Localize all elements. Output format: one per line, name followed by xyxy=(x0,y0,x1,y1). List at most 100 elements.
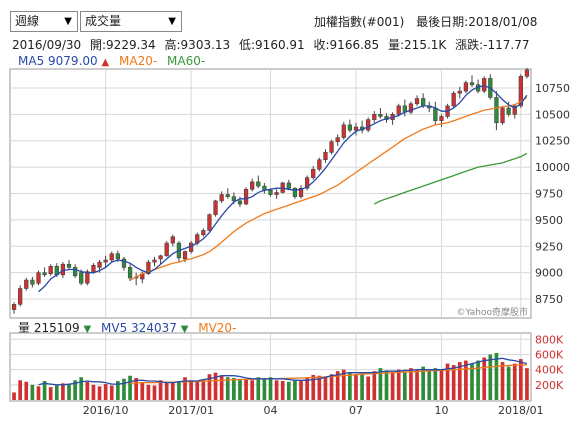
volume-bar[interactable] xyxy=(348,372,352,400)
volume-bar[interactable] xyxy=(140,382,145,400)
volume-bar[interactable] xyxy=(311,374,316,400)
candle-body[interactable] xyxy=(311,168,316,178)
candle-body[interactable] xyxy=(451,92,456,107)
volume-bar[interactable] xyxy=(433,368,438,400)
volume-bar[interactable] xyxy=(427,371,432,400)
volume-bar[interactable] xyxy=(476,360,480,400)
volume-bar[interactable] xyxy=(30,384,35,400)
volume-bar[interactable] xyxy=(103,384,108,400)
volume-bar[interactable] xyxy=(207,374,212,400)
candle-body[interactable] xyxy=(127,267,133,279)
volume-bar[interactable] xyxy=(42,381,47,400)
volume-bar[interactable] xyxy=(201,379,206,400)
volume-bar[interactable] xyxy=(305,377,309,400)
candle-body[interactable] xyxy=(366,119,371,131)
candle-body[interactable] xyxy=(30,279,35,285)
volume-bar[interactable] xyxy=(396,369,401,400)
volume-bar[interactable] xyxy=(48,387,53,400)
volume-bar[interactable] xyxy=(488,354,493,400)
candle-body[interactable] xyxy=(91,264,96,273)
volume-bar[interactable] xyxy=(152,385,157,400)
volume-bar[interactable] xyxy=(244,379,248,400)
indicator-select[interactable]: 成交量 ▼ xyxy=(80,11,182,32)
volume-bar[interactable] xyxy=(91,384,96,400)
volume-bar[interactable] xyxy=(213,372,218,400)
candle-body[interactable] xyxy=(115,253,120,260)
candle-body[interactable] xyxy=(66,263,72,268)
volume-bar[interactable] xyxy=(12,392,16,400)
period-select[interactable]: 週線 ▼ xyxy=(10,11,78,32)
candle-body[interactable] xyxy=(97,261,102,268)
volume-bar[interactable] xyxy=(354,374,358,400)
candle-body[interactable] xyxy=(494,97,499,124)
volume-bar[interactable] xyxy=(360,373,364,400)
volume-bar[interactable] xyxy=(457,362,462,400)
volume-bar[interactable] xyxy=(54,385,59,400)
volume-bar[interactable] xyxy=(500,362,505,400)
volume-bar[interactable] xyxy=(335,371,340,400)
candle-body[interactable] xyxy=(500,107,505,124)
volume-bar[interactable] xyxy=(445,363,450,400)
candle-body[interactable] xyxy=(469,82,475,86)
volume-bar[interactable] xyxy=(122,378,126,400)
candle-body[interactable] xyxy=(11,304,17,310)
volume-bar[interactable] xyxy=(61,383,65,400)
candle-body[interactable] xyxy=(421,98,426,107)
volume-bar[interactable] xyxy=(525,368,529,400)
volume-bar[interactable] xyxy=(506,366,511,400)
candle-body[interactable] xyxy=(317,159,322,170)
candle-body[interactable] xyxy=(152,259,157,263)
volume-bar[interactable] xyxy=(238,378,242,400)
volume-bar[interactable] xyxy=(366,376,371,400)
volume-bar[interactable] xyxy=(128,375,132,400)
volume-bar[interactable] xyxy=(219,375,224,400)
volume-bar[interactable] xyxy=(268,377,273,400)
volume-bar[interactable] xyxy=(464,360,468,400)
candle-body[interactable] xyxy=(243,188,249,205)
volume-bar[interactable] xyxy=(299,381,303,400)
volume-bar[interactable] xyxy=(183,377,187,400)
candle-body[interactable] xyxy=(201,230,206,235)
volume-bar[interactable] xyxy=(85,381,90,400)
candle-body[interactable] xyxy=(268,190,273,195)
volume-bar[interactable] xyxy=(116,381,120,400)
volume-bar[interactable] xyxy=(421,366,425,400)
volume-bar[interactable] xyxy=(189,380,193,400)
candle-body[interactable] xyxy=(414,98,420,105)
candle-body[interactable] xyxy=(512,105,517,115)
candle-body[interactable] xyxy=(225,194,230,197)
candle-body[interactable] xyxy=(292,187,298,197)
volume-bar[interactable] xyxy=(329,374,334,400)
candle-body[interactable] xyxy=(250,181,255,190)
volume-bar[interactable] xyxy=(24,381,29,400)
candle-body[interactable] xyxy=(182,251,188,260)
volume-bar[interactable] xyxy=(390,372,395,400)
volume-bar[interactable] xyxy=(79,377,84,400)
volume-bar[interactable] xyxy=(317,375,322,400)
volume-bar[interactable] xyxy=(323,377,328,400)
volume-bar[interactable] xyxy=(470,363,474,400)
candle-body[interactable] xyxy=(524,69,530,77)
volume-bar[interactable] xyxy=(250,380,255,400)
volume-bar[interactable] xyxy=(451,365,456,400)
volume-bar[interactable] xyxy=(274,380,279,400)
candle-body[interactable] xyxy=(457,90,462,94)
candle-body[interactable] xyxy=(72,267,78,277)
volume-bar[interactable] xyxy=(262,378,267,400)
volume-bar[interactable] xyxy=(195,381,200,400)
candle-body[interactable] xyxy=(298,187,304,197)
candle-body[interactable] xyxy=(506,107,511,115)
volume-bar[interactable] xyxy=(280,381,285,400)
candle-body[interactable] xyxy=(353,126,359,131)
candle-body[interactable] xyxy=(207,214,212,231)
candle-body[interactable] xyxy=(463,82,469,92)
volume-bar[interactable] xyxy=(177,381,181,400)
candle-body[interactable] xyxy=(274,192,279,195)
candle-body[interactable] xyxy=(237,200,243,205)
volume-bar[interactable] xyxy=(232,378,236,400)
volume-bar[interactable] xyxy=(134,378,139,400)
candle-body[interactable] xyxy=(18,288,23,305)
candle-body[interactable] xyxy=(396,105,401,115)
candle-body[interactable] xyxy=(305,177,310,189)
